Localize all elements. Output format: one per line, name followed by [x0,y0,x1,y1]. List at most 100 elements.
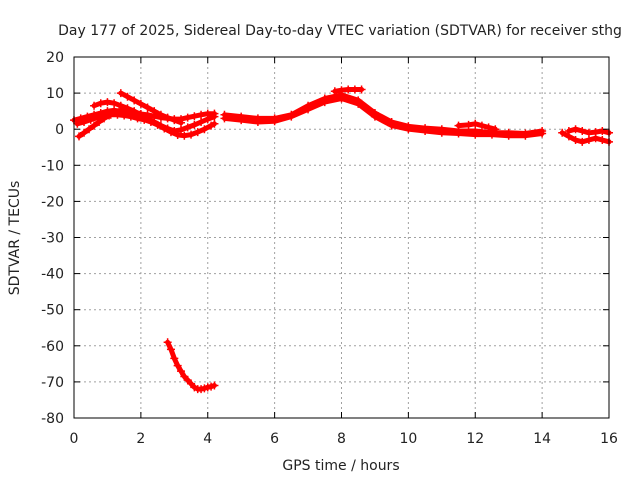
data-point [571,136,580,145]
data-point [344,85,353,94]
data-point [287,112,296,121]
y-tick-label: -50 [41,303,64,319]
x-tick-label: 2 [136,431,145,447]
data-point [484,123,493,132]
data-point [404,125,413,134]
data-point [75,132,84,141]
series-track-l [163,338,219,394]
data-point [203,115,212,124]
data-point [96,99,105,108]
data-point [210,119,219,128]
data-point [150,117,159,126]
data-point [170,127,179,136]
data-point [584,136,593,145]
data-point [100,114,109,123]
data-point [253,117,262,126]
data-point [197,110,206,119]
x-tick-label: 0 [70,431,79,447]
data-point [136,99,145,108]
data-point [220,114,229,123]
data-point [387,121,396,130]
data-point [177,125,185,134]
data-point [270,117,279,126]
data-point [86,115,95,124]
data-point [578,137,587,146]
y-tick-label: -20 [41,194,64,210]
data-point [183,113,192,122]
data-point [156,121,165,130]
y-tick-label: -30 [41,231,64,247]
data-point [464,120,473,129]
data-point [80,117,89,126]
y-tick-label: -70 [41,375,64,391]
data-point [85,125,94,134]
x-tick-label: 4 [203,431,212,447]
data-point [598,127,607,136]
data-point [123,104,132,113]
data-point [90,101,99,110]
data-point [190,112,199,121]
x-tick-label: 6 [270,431,279,447]
data-point [173,361,182,370]
series-line [118,90,184,126]
data-point [103,98,112,107]
data-point [350,85,359,94]
data-point [193,128,202,137]
data-point [73,119,82,128]
data-point [183,123,192,132]
data-point [197,117,206,126]
data-point [136,110,145,119]
data-point [166,345,175,354]
data-layer [70,85,613,394]
data-point [210,112,219,121]
data-point [337,94,346,103]
data-point [591,128,600,137]
data-point [163,338,172,347]
data-point [170,116,179,125]
x-axis-title: GPS time / hours [282,458,399,474]
data-point [180,131,189,140]
data-point [116,89,125,98]
data-point [116,101,125,110]
y-tick-label: 0 [55,122,64,138]
series-track-h [330,85,366,96]
data-point [123,92,132,101]
data-point [578,127,587,136]
y-tick-label: -10 [41,158,64,174]
chart-title: Day 177 of 2025, Sidereal Day-to-day VTE… [58,23,622,39]
data-point [538,129,547,138]
data-point [357,85,366,94]
data-point [571,125,580,134]
series-track-i [454,119,500,134]
data-point [150,107,159,116]
data-point [521,131,530,140]
data-point [584,128,593,137]
data-point [163,124,172,133]
data-point [95,117,104,126]
data-point [105,111,114,120]
series-track-g [220,94,547,140]
data-point [320,98,329,107]
data-point [504,131,513,140]
y-tick-label: 20 [46,50,64,66]
data-point [491,125,500,134]
series-track-d [90,98,219,136]
x-tick-label: 10 [399,431,417,447]
data-point [80,128,89,137]
data-point [558,128,567,137]
data-point [200,125,209,134]
data-point [471,130,480,139]
data-point [177,118,185,127]
data-point [454,129,463,138]
data-point [330,87,339,96]
data-point [370,112,379,121]
data-point [110,108,119,117]
data-point [337,86,346,95]
data-point [143,114,152,123]
data-point [90,121,99,130]
series-track-e [116,89,185,127]
data-point [564,127,573,136]
y-tick-label: -80 [41,411,64,427]
